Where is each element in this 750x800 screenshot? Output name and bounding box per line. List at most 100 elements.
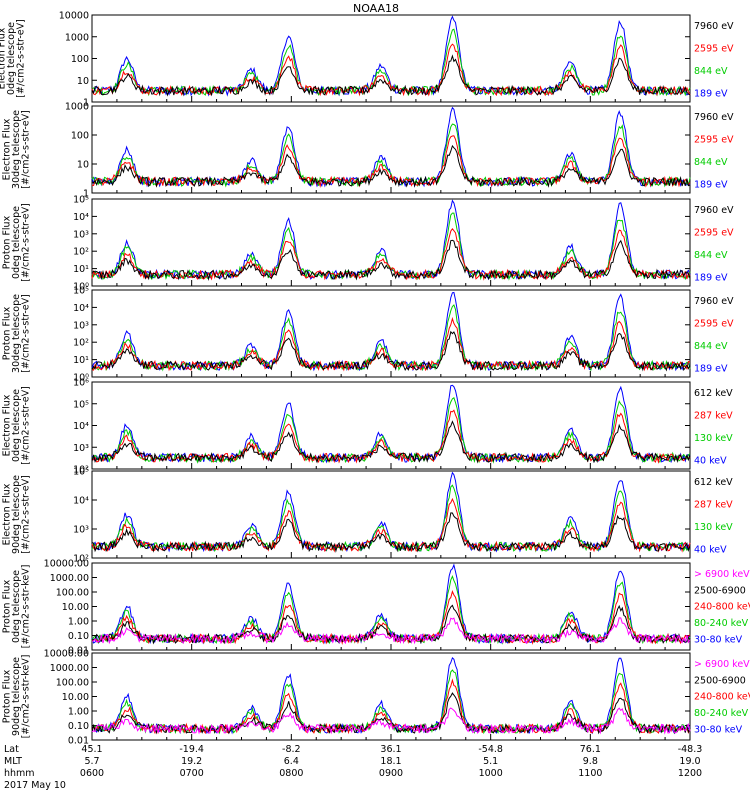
y-axis-label-line: 30deg telescope <box>11 110 22 189</box>
y-axis-label: MEPEDElectron Flux0deg telescope[#/cm2-s… <box>0 386 31 465</box>
legend-entry: 30-80 keV <box>694 724 743 735</box>
chart-title: NOAA18 <box>353 2 399 15</box>
y-axis-label: TEDProton Flux30deg telescope[#/cm2-s-st… <box>0 294 31 373</box>
panel-5: 10² 10³ 10⁴ 10⁵ 10⁶ MEPEDElectron Flux0deg te… <box>0 378 733 476</box>
series-line <box>91 384 691 464</box>
y-tick-label: 10³ <box>73 443 89 454</box>
x-tick-label: 36.1 <box>380 744 401 755</box>
y-axis-label-line: 90deg telescope <box>11 475 22 554</box>
y-tick-label: 100 <box>71 131 89 142</box>
y-tick-label: 10² <box>73 554 89 565</box>
y-tick-label: 1.00 <box>68 707 89 718</box>
y-axis-label-line: [#/cm2-s-str-eV] <box>20 110 31 189</box>
series-line <box>91 420 691 464</box>
series-line <box>91 397 691 464</box>
y-tick-label: 10 <box>77 76 89 87</box>
y-tick-label: 10.00 <box>62 602 89 613</box>
legend-entry: 189 eV <box>694 179 728 190</box>
x-tick-label: 0600 <box>80 768 104 779</box>
legend-entry: 287 keV <box>694 410 733 421</box>
legend-entry: 80-240 keV <box>694 708 749 719</box>
y-tick-label: 0.10 <box>68 631 89 642</box>
y-axis-label: MEPEDElectron Flux90deg telescope[#/cm2-… <box>0 475 31 554</box>
y-axis-label-line: MEPED <box>0 498 3 531</box>
y-axis-label-line: TED <box>0 140 3 160</box>
y-tick-label: 1.00 <box>68 617 89 628</box>
y-tick-label: 1000 <box>65 32 89 43</box>
legend-entry: 240-800 keV <box>694 602 750 613</box>
series-line <box>91 484 691 553</box>
legend-entry: 844 eV <box>694 157 728 168</box>
legend-entry: 844 eV <box>694 66 728 77</box>
y-axis-label-line: 0deg telescope <box>11 206 22 279</box>
panel-4: 10⁰ 10¹ 10² 10³ 10⁴ 10⁵ TEDProton Flux30deg te… <box>0 286 734 384</box>
legend-entry: 844 eV <box>694 250 728 261</box>
y-axis-label-line: [#/cm2-s-str-keV] <box>20 655 31 739</box>
y-tick-label: 10⁴ <box>73 421 89 432</box>
y-tick-label: 1 <box>83 98 89 109</box>
x-tick-label: 1000 <box>479 768 503 779</box>
legend-entry: 240-800 keV <box>694 692 750 703</box>
legend-entry: 80-240 keV <box>694 618 749 629</box>
x-tick-label: 1100 <box>578 768 602 779</box>
y-tick-label: 10⁵ <box>73 399 89 410</box>
series-line <box>91 409 691 464</box>
y-tick-label: 10⁰ <box>73 282 89 293</box>
legend-entry: 130 keV <box>694 433 733 444</box>
x-tick-label: 45.1 <box>81 744 102 755</box>
x-row-label: MLT <box>4 756 22 767</box>
y-tick-label: 10000.00 <box>44 559 89 570</box>
series-line <box>91 512 691 553</box>
series-line <box>91 304 691 372</box>
y-axis-label-line: Electron Flux <box>1 118 12 180</box>
x-tick-label: 0700 <box>180 768 204 779</box>
y-axis-label-line: Electron Flux <box>0 27 8 89</box>
y-tick-label: 10⁵ <box>73 286 89 297</box>
x-tick-label: 0800 <box>279 768 303 779</box>
y-axis-label-line: 30deg telescope <box>11 294 22 373</box>
legend-entry: > 6900 keV <box>694 569 750 580</box>
series-line <box>91 239 691 281</box>
legend-entry: 612 keV <box>694 388 733 399</box>
y-tick-label: 100 <box>71 54 89 65</box>
y-axis-label-line: MEPED <box>0 409 3 442</box>
y-axis-label-line: Electron Flux <box>1 394 12 456</box>
y-axis-label-line: [#/cm2-s-str-eV] <box>20 386 31 465</box>
y-tick-label: 10¹ <box>73 355 89 366</box>
legend-entry: 130 keV <box>694 522 733 533</box>
series-line <box>91 316 691 372</box>
y-tick-label: 10³ <box>73 525 89 536</box>
x-tick-label: -48.3 <box>678 744 703 755</box>
x-row-label: Lat <box>4 744 19 755</box>
x-tick-label: 6.4 <box>284 756 299 767</box>
y-axis-label: TEDElectron Flux30deg telescope[#/cm2-s-… <box>0 110 31 189</box>
y-axis-label-line: Electron Flux <box>1 483 12 545</box>
legend-entry: 2500-6900 <box>694 675 746 686</box>
y-axis-label-line: 0deg telescope <box>6 22 17 95</box>
y-tick-label: 10⁵ <box>73 195 89 206</box>
x-tick-label: 5.7 <box>84 756 99 767</box>
legend-entry: 2595 eV <box>694 227 734 238</box>
x-tick-label: 1200 <box>678 768 702 779</box>
y-axis-label-line: Proton Flux <box>1 669 12 723</box>
x-tick-label: -54.8 <box>478 744 503 755</box>
x-tick-label: -19.4 <box>179 744 204 755</box>
y-axis-label-line: 90deg telescope <box>11 657 22 736</box>
x-tick-label: 0900 <box>379 768 403 779</box>
legend-entry: 40 keV <box>694 455 727 466</box>
y-tick-label: 10² <box>73 247 89 258</box>
y-axis-label: Electron Flux0deg telescope[#/cm2-s-str-… <box>0 19 27 98</box>
x-row-label: hhmm <box>4 768 35 779</box>
x-tick-label: -8.2 <box>282 744 301 755</box>
series-line <box>91 54 691 97</box>
y-tick-label: 0.10 <box>68 721 89 732</box>
x-tick-label: 19.2 <box>181 756 202 767</box>
legend-entry: 2595 eV <box>694 134 734 145</box>
y-axis-label-line: MEPED <box>0 680 3 713</box>
y-axis-label-line: 0deg telescope <box>11 570 22 643</box>
panel-6: 10² 10³ 10⁴ 10⁵ MEPEDElectron Flux90deg tele… <box>0 467 733 565</box>
series-line <box>91 144 691 188</box>
legend-entry: 30-80 keV <box>694 634 743 645</box>
legend-entry: 40 keV <box>694 544 727 555</box>
